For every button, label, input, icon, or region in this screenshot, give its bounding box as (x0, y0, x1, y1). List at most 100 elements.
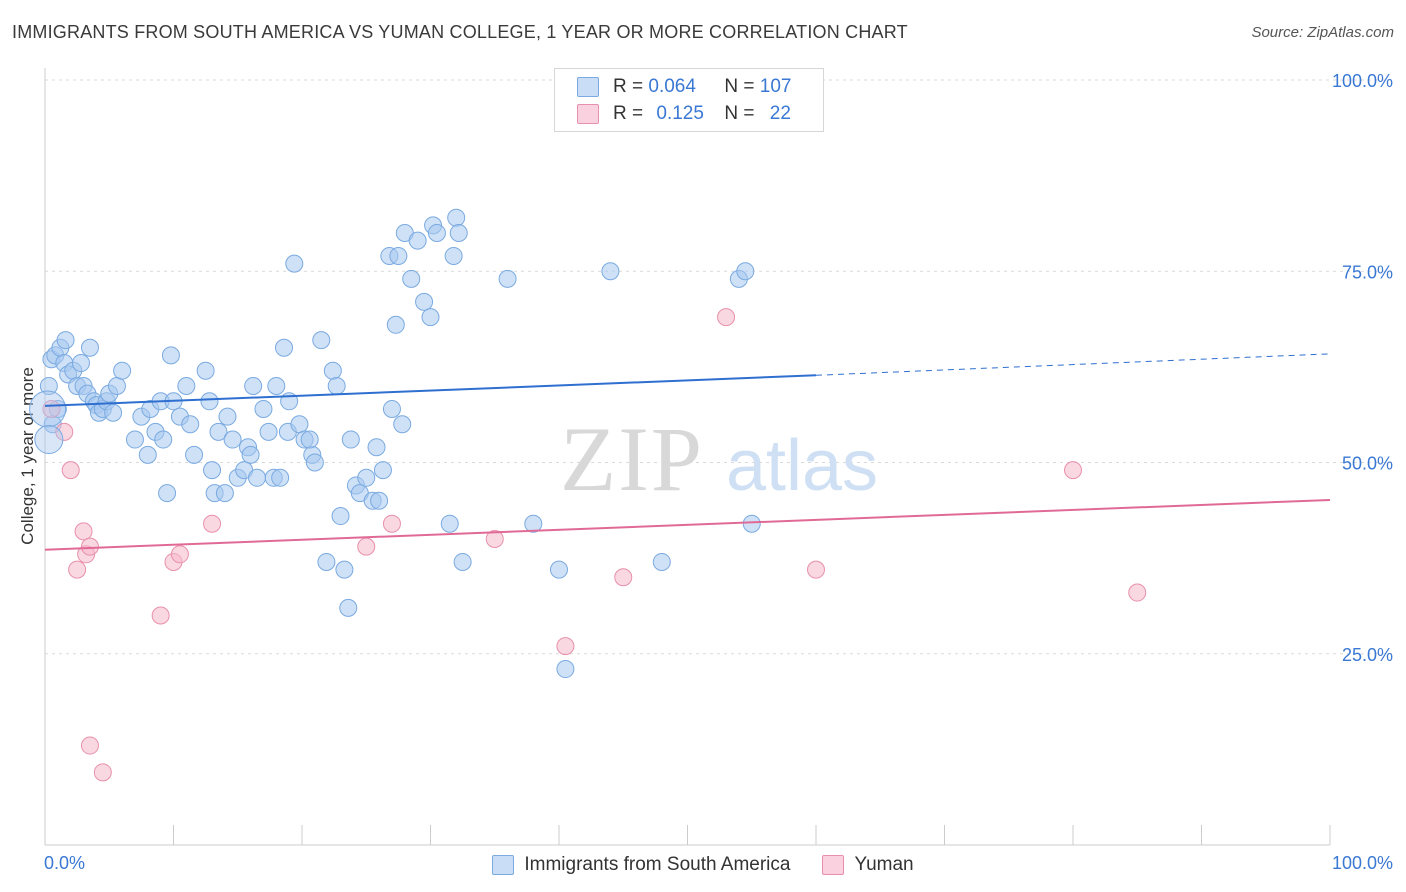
point-south-america (323, 361, 342, 380)
axes (44, 68, 1331, 846)
point-south-america (382, 399, 401, 418)
point-yuman (203, 514, 222, 533)
trend-line-yuman (44, 498, 1331, 551)
point-south-america (736, 262, 755, 281)
grid-lines (45, 79, 1395, 655)
point-south-america (556, 660, 575, 679)
point-south-america (453, 552, 472, 571)
r-label: R = (613, 76, 649, 97)
point-yuman (382, 514, 401, 533)
point-south-america (34, 425, 64, 455)
trend-lines (44, 353, 1331, 551)
point-south-america (185, 445, 204, 464)
trend-line-south-america (44, 374, 817, 407)
point-south-america (305, 453, 324, 472)
point-south-america (215, 484, 234, 503)
point-south-america (498, 269, 517, 288)
point-south-america (601, 262, 620, 281)
point-south-america (138, 445, 157, 464)
point-yuman (1128, 583, 1147, 602)
point-yuman (485, 530, 504, 548)
point-south-america (244, 377, 263, 395)
point-south-america (300, 430, 319, 449)
point-south-america (427, 224, 446, 242)
swatch-yuman (822, 855, 845, 875)
point-south-america (370, 491, 389, 510)
watermark-atlas: atlas (726, 426, 878, 506)
point-yuman (80, 537, 99, 556)
point-south-america (104, 403, 123, 422)
tick-labels: 100.0% 75.0% 50.0% 25.0% 0.0% 100.0% (44, 71, 1393, 873)
point-south-america (196, 361, 215, 380)
point-south-america (218, 407, 237, 426)
point-south-america (317, 552, 336, 571)
point-south-america (241, 445, 260, 464)
point-south-america (254, 399, 273, 418)
point-south-america (389, 246, 408, 265)
point-south-america (161, 346, 180, 365)
point-south-america (271, 468, 290, 487)
trend-line-extension (815, 353, 1331, 376)
stats-legend: R = 0.064 N = 107 R = 0.125 N = 22 (554, 68, 824, 132)
point-south-america (223, 430, 242, 449)
point-south-america (550, 560, 568, 579)
point-yuman (93, 763, 112, 782)
point-south-america (339, 598, 358, 617)
n-value: 22 (769, 103, 791, 124)
point-south-america (56, 331, 75, 350)
point-yuman (61, 461, 80, 480)
source-credit: Source: ZipAtlas.com (1251, 24, 1394, 41)
r-label: R = (613, 103, 649, 124)
y-tick-label: 50.0% (1342, 454, 1393, 474)
point-yuman (717, 308, 736, 327)
point-south-america (80, 338, 99, 357)
x-tick-label-max: 100.0% (1332, 853, 1393, 873)
stats-row-south-america: R = 0.064 N = 107 (577, 74, 791, 100)
legend-label: Immigrants from South America (524, 854, 791, 875)
stats-row-yuman: R = 0.125 N = 22 (577, 101, 791, 127)
point-south-america (331, 507, 350, 526)
point-south-america (200, 392, 219, 411)
point-south-america (408, 231, 427, 250)
point-south-america (29, 390, 67, 428)
point-yuman (68, 560, 87, 579)
point-yuman (614, 568, 633, 587)
point-south-america (357, 468, 376, 487)
point-south-america (39, 377, 58, 395)
n-label: N = (724, 76, 760, 97)
point-south-america (177, 377, 196, 395)
point-south-america (248, 468, 267, 487)
n-label: N = (724, 103, 760, 124)
point-yuman (1064, 461, 1082, 480)
point-south-america (652, 552, 671, 571)
point-yuman (80, 736, 99, 755)
watermark-zip: ZIP (560, 408, 704, 510)
legend-item-south-america[interactable]: Immigrants from South America (492, 854, 790, 876)
point-south-america (444, 246, 463, 265)
point-south-america (125, 430, 144, 449)
point-south-america (335, 560, 354, 579)
point-south-america (415, 292, 434, 311)
point-south-america (447, 208, 466, 227)
series-legend: Immigrants from South America Yuman (0, 850, 1406, 880)
point-south-america (154, 430, 173, 449)
point-south-america (181, 415, 200, 434)
point-south-america (449, 224, 468, 242)
point-south-america (524, 514, 543, 533)
legend-item-yuman[interactable]: Yuman (822, 854, 914, 876)
point-south-america (209, 422, 228, 441)
r-value: 0.125 (656, 103, 704, 124)
point-yuman (74, 522, 93, 541)
y-tick-label: 100.0% (1332, 71, 1393, 91)
swatch-yuman (577, 104, 599, 124)
point-south-america (290, 415, 309, 434)
point-south-america (341, 430, 360, 449)
point-south-america (259, 422, 278, 441)
swatch-south-america (492, 855, 515, 875)
point-south-america (742, 514, 761, 533)
y-tick-label: 25.0% (1342, 645, 1393, 665)
x-tick-label-min: 0.0% (44, 853, 85, 873)
point-yuman (170, 545, 189, 564)
point-yuman (807, 560, 825, 579)
